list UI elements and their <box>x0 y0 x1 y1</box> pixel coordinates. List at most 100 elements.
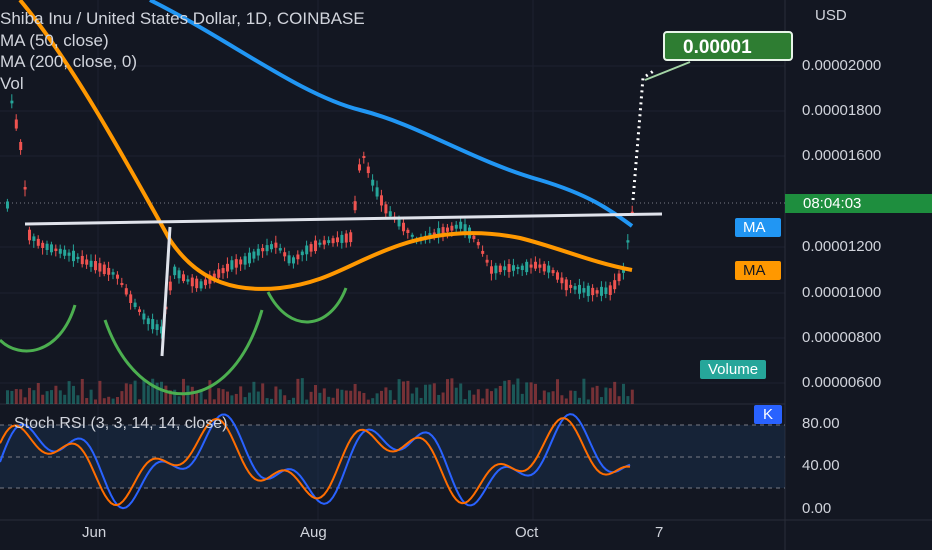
candle-body <box>322 240 326 245</box>
candle-body <box>261 247 265 252</box>
candle-body <box>111 272 115 275</box>
candle-body <box>397 218 401 227</box>
candle-body <box>155 324 159 330</box>
volume-bar <box>358 391 361 404</box>
volume-bar <box>591 387 595 404</box>
candle-body <box>89 260 93 267</box>
ma200-price-tag: MA <box>735 218 781 237</box>
candle-body <box>58 248 62 254</box>
symbol-title[interactable]: Shiba Inu / United States Dollar, 1D, CO… <box>0 9 365 28</box>
volume-bar <box>613 381 617 404</box>
candle-body <box>454 224 458 229</box>
volume-bar <box>415 387 419 404</box>
price-axis-label: 0.00001000 <box>802 284 882 301</box>
volume-bar <box>336 388 339 404</box>
candle-body <box>481 250 485 254</box>
candle-body <box>362 155 366 159</box>
price-axis-label: 0.00000800 <box>802 329 882 346</box>
candle-body <box>45 243 49 250</box>
candle-body <box>186 279 190 282</box>
volume-bar <box>116 396 119 404</box>
ma200-legend[interactable]: MA (200, close, 0) <box>0 52 138 71</box>
volume-bar <box>428 384 432 404</box>
candle-body <box>80 255 84 265</box>
candle-body <box>50 244 53 253</box>
candle-body <box>380 195 383 206</box>
volume-bar <box>283 395 287 404</box>
volume-bar <box>441 392 445 404</box>
volume-bar <box>50 390 53 404</box>
volume-tag: Volume <box>700 360 767 379</box>
candle-body <box>120 282 124 286</box>
volume-bar <box>45 391 49 404</box>
price-axis-label: 0.00001800 <box>802 102 882 119</box>
candle-body <box>578 284 581 294</box>
candle-body <box>146 318 150 325</box>
candle-body <box>124 288 128 295</box>
candle-body <box>327 240 331 243</box>
volume-bar <box>98 380 102 404</box>
ma50-legend[interactable]: MA (50, close) <box>0 31 109 50</box>
candle-body <box>336 237 339 243</box>
candle-body <box>151 319 155 330</box>
candle-body <box>278 248 282 251</box>
volume-bar <box>164 385 168 404</box>
candle-body <box>507 264 511 272</box>
candle-body <box>230 260 234 270</box>
volume-bar <box>582 378 586 404</box>
ma50-price-tag: MA <box>735 261 781 280</box>
volume-bar <box>58 390 62 404</box>
volume-bar <box>182 378 185 404</box>
volume-bar <box>375 393 379 404</box>
candle-body <box>265 245 269 252</box>
volume-bar <box>556 379 559 404</box>
candle-body <box>472 235 476 240</box>
candle-body <box>234 259 238 268</box>
candle-body <box>630 211 634 214</box>
candle-body <box>617 273 621 282</box>
candle-body <box>459 221 463 229</box>
volume-bar <box>67 381 71 404</box>
candle-body <box>485 259 489 263</box>
volume-bar <box>133 380 137 404</box>
volume-bar <box>472 394 476 404</box>
volume-bar <box>380 390 383 404</box>
current-price-tag: 08:04:03 <box>785 194 932 213</box>
candle-body <box>14 119 18 129</box>
stoch-k-tag: K <box>754 405 783 424</box>
candle-body <box>371 179 375 186</box>
volume-bar <box>595 385 599 404</box>
candle-body <box>67 252 71 256</box>
volume-bar <box>234 393 238 404</box>
volume-bar <box>481 398 485 404</box>
candle-body <box>274 242 278 248</box>
volume-bar <box>89 389 93 404</box>
volume-bar <box>331 397 335 404</box>
candle-body <box>133 302 137 308</box>
candle-body <box>591 287 595 296</box>
candle-body <box>344 233 348 243</box>
candle-body <box>498 265 502 272</box>
volume-bar <box>463 399 467 404</box>
volume-legend[interactable]: Vol <box>0 74 24 93</box>
candle-body <box>292 257 295 264</box>
candle-body <box>582 288 586 293</box>
candle-body <box>199 281 203 289</box>
target-price-callout[interactable]: 0.00001 <box>663 31 793 61</box>
candle-body <box>226 263 229 272</box>
stoch-rsi-legend[interactable]: Stoch RSI (3, 3, 14, 14, close) <box>14 415 228 432</box>
volume-bar <box>630 389 634 404</box>
volume-bar <box>490 391 493 404</box>
volume-bar <box>146 385 150 404</box>
volume-bar <box>54 385 58 404</box>
candle-body <box>85 259 89 265</box>
candle-body <box>6 201 9 209</box>
candle-body <box>406 229 410 234</box>
candle-body <box>551 270 555 274</box>
candle-body <box>32 236 36 241</box>
volume-bar <box>340 389 344 404</box>
neckline-drawing <box>24 212 663 226</box>
candle-body <box>529 264 533 268</box>
volume-bar <box>569 390 573 404</box>
